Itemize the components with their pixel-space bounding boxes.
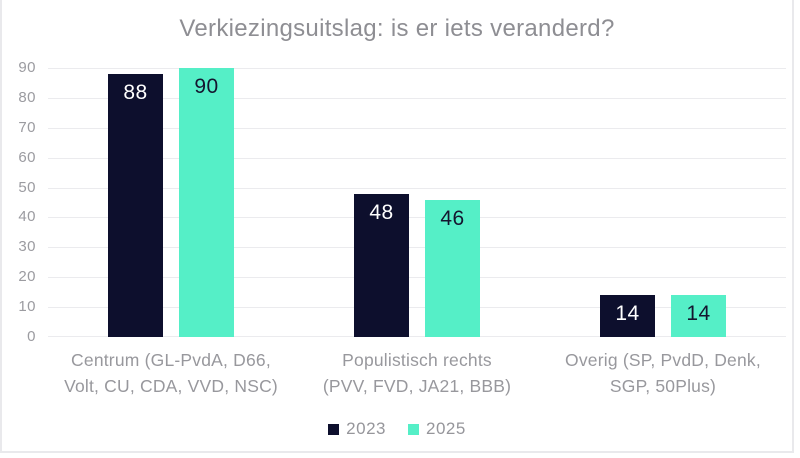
- x-category-label: Centrum (GL-PvdA, D66, Volt, CU, CDA, VV…: [64, 350, 278, 396]
- gridline: [48, 127, 786, 129]
- bar-value-label: 46: [440, 206, 465, 230]
- bar-group: 14 14: [540, 295, 786, 337]
- bar-group: 48 46: [294, 193, 540, 337]
- legend-swatch-2023-icon: [328, 423, 340, 435]
- gridline: [48, 97, 786, 99]
- bar-value-label: 90: [194, 75, 219, 98]
- y-tick-label: 10: [18, 298, 36, 316]
- gridline: [48, 68, 786, 69]
- legend-item-2025: 2025: [408, 419, 466, 439]
- x-category-label: Overig (SP, PvdD, Denk, SGP, 50Plus): [565, 350, 761, 396]
- gridline: [48, 157, 786, 159]
- y-tick-label: 20: [18, 268, 36, 286]
- legend: 2023 2025: [2, 419, 792, 439]
- bar-2023: 48: [354, 193, 409, 337]
- bar-2023: 14: [600, 295, 655, 337]
- legend-label-2023: 2023: [346, 419, 386, 438]
- y-tick-label: 50: [18, 178, 36, 196]
- bar-value-label: 48: [369, 200, 394, 224]
- y-tick-label: 70: [18, 118, 36, 136]
- gridline: [48, 277, 786, 279]
- gridline: [48, 336, 786, 337]
- legend-swatch-2025-icon: [408, 423, 419, 435]
- bar-2025: 90: [179, 68, 234, 337]
- y-tick-label: 60: [18, 148, 36, 166]
- gridline: [48, 217, 786, 219]
- legend-item-2023: 2023: [328, 419, 386, 439]
- bar-groups: 88 90 48 46 14 14: [48, 68, 786, 337]
- legend-label-2025: 2025: [426, 419, 466, 438]
- y-tick-label: 90: [18, 59, 36, 76]
- bar-value-label: 14: [615, 302, 640, 326]
- bar-2025: 46: [425, 199, 480, 337]
- plot-area: 88 90 48 46 14 14: [48, 68, 786, 337]
- x-category-label: Populistisch rechts (PVV, FVD, JA21, BBB…: [322, 350, 512, 396]
- chart-title: Verkiezingsuitslag: is er iets veranderd…: [179, 15, 615, 42]
- bar-2023: 88: [108, 73, 163, 337]
- y-axis: 0 10 20 30 40 50 60 70 80 90: [2, 0, 36, 451]
- gridline: [48, 187, 786, 189]
- y-tick-label: 0: [27, 328, 36, 345]
- gridline: [48, 307, 786, 309]
- x-axis-labels: Centrum (GL-PvdA, D66, Volt, CU, CDA, VV…: [48, 347, 786, 399]
- y-tick-label: 30: [18, 238, 36, 256]
- bar-value-label: 88: [123, 80, 148, 104]
- gridline: [48, 247, 786, 249]
- y-tick-label: 40: [18, 208, 36, 226]
- bar-group: 88 90: [48, 68, 294, 337]
- bar-value-label: 14: [686, 302, 711, 326]
- bar-2025: 14: [671, 295, 726, 337]
- y-tick-label: 80: [18, 88, 36, 106]
